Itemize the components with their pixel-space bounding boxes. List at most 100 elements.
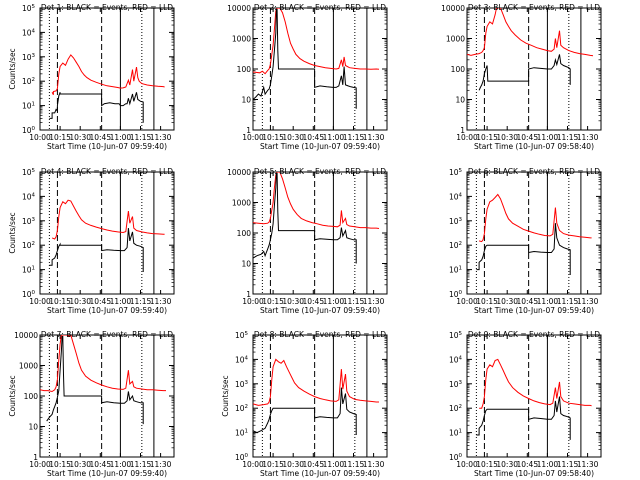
series-line-black bbox=[476, 396, 571, 440]
y-tick-label: 100 bbox=[449, 453, 463, 462]
x-tick-label: 11:30 bbox=[150, 297, 172, 306]
x-tick-label: 10:30 bbox=[69, 297, 91, 306]
series-line-red bbox=[51, 54, 165, 95]
x-tick-label: 10:15 bbox=[49, 460, 71, 469]
x-axis-label: Start Time (10-Jun-07 09:59:40) bbox=[260, 306, 380, 315]
y-tick-label: 103 bbox=[22, 53, 36, 62]
y-tick-label: 10 bbox=[241, 260, 251, 269]
x-tick-label: 10:15 bbox=[49, 297, 71, 306]
chart-title: Det 3: BLACK = Events, RED = LLD bbox=[468, 3, 600, 12]
x-tick-label: 10:30 bbox=[496, 297, 518, 306]
x-tick-label: 11:00 bbox=[537, 460, 559, 469]
chart-title: Det 5: BLACK = Events, RED = LLD bbox=[254, 167, 386, 176]
x-tick-label: 10:00 bbox=[456, 297, 478, 306]
y-tick-label: 104 bbox=[235, 355, 249, 364]
series-line-red bbox=[478, 193, 592, 243]
x-tick-label: 10:15 bbox=[476, 133, 498, 142]
x-tick-label: 11:15 bbox=[130, 133, 152, 142]
x-tick-label: 10:00 bbox=[242, 297, 264, 306]
x-tick-label: 10:30 bbox=[69, 133, 91, 142]
y-tick-label: 1 bbox=[460, 126, 465, 135]
y-tick-label: 100 bbox=[237, 229, 252, 238]
x-tick-label: 11:15 bbox=[343, 133, 365, 142]
series-line-red bbox=[253, 358, 379, 406]
y-tick-label: 102 bbox=[449, 241, 462, 250]
y-tick-label: 1000 bbox=[19, 362, 38, 371]
y-axis-label: Counts/sec bbox=[8, 375, 17, 416]
x-axis-label: Start Time (10-Jun-07 09:59:40) bbox=[260, 469, 380, 478]
y-tick-label: 101 bbox=[22, 102, 35, 111]
x-tick-label: 10:00 bbox=[456, 133, 478, 142]
x-tick-label: 11:15 bbox=[343, 297, 365, 306]
y-tick-label: 102 bbox=[449, 404, 462, 413]
y-tick-label: 102 bbox=[22, 241, 35, 250]
series-line-black bbox=[253, 172, 357, 264]
x-tick-label: 10:30 bbox=[69, 460, 91, 469]
series-line-black bbox=[476, 223, 571, 275]
y-tick-label: 102 bbox=[22, 77, 35, 86]
chart-title: Det 4: BLACK = Events, RED = LLD bbox=[41, 167, 173, 176]
y-tick-label: 10 bbox=[455, 96, 465, 105]
y-tick-label: 104 bbox=[449, 192, 463, 201]
series-line-red bbox=[253, 8, 380, 75]
plot-frame bbox=[466, 334, 602, 458]
y-tick-label: 10000 bbox=[227, 168, 251, 177]
x-tick-label: 11:00 bbox=[323, 297, 345, 306]
chart-title: Det 8: BLACK = Events, RED = LLD bbox=[254, 330, 386, 339]
series-line-black bbox=[253, 387, 357, 435]
x-tick-label: 10:30 bbox=[496, 133, 518, 142]
series-line-black bbox=[46, 335, 144, 425]
x-tick-label: 11:15 bbox=[557, 297, 579, 306]
x-tick-label: 10:45 bbox=[89, 133, 111, 142]
x-axis-label: Start Time (10-Jun-07 09:58:40) bbox=[474, 469, 594, 478]
y-tick-label: 10 bbox=[241, 96, 251, 105]
y-tick-label: 100 bbox=[235, 453, 249, 462]
x-tick-label: 10:30 bbox=[282, 133, 304, 142]
x-tick-label: 10:00 bbox=[456, 460, 478, 469]
series-line-black bbox=[478, 54, 571, 91]
series-line-red bbox=[479, 358, 592, 409]
y-tick-label: 101 bbox=[449, 266, 462, 275]
x-tick-label: 10:15 bbox=[476, 297, 498, 306]
x-tick-label: 11:00 bbox=[537, 297, 559, 306]
y-tick-label: 101 bbox=[235, 429, 248, 438]
x-tick-label: 10:15 bbox=[262, 297, 284, 306]
series-line-red bbox=[51, 199, 165, 240]
x-tick-label: 10:15 bbox=[49, 133, 71, 142]
y-tick-label: 104 bbox=[22, 192, 36, 201]
x-tick-label: 11:00 bbox=[323, 460, 345, 469]
chart-title: Det 9: BLACK = Events, RED = LLD bbox=[468, 330, 600, 339]
x-tick-label: 10:30 bbox=[282, 460, 304, 469]
x-tick-label: 11:30 bbox=[363, 460, 385, 469]
chart-title: Det 6: BLACK = Events, RED = LLD bbox=[468, 167, 600, 176]
x-tick-label: 11:30 bbox=[150, 133, 172, 142]
y-tick-label: 100 bbox=[451, 65, 466, 74]
y-tick-label: 103 bbox=[22, 217, 36, 226]
y-axis-label: Counts/sec bbox=[8, 48, 17, 89]
x-tick-label: 10:45 bbox=[302, 297, 324, 306]
y-tick-label: 1 bbox=[246, 290, 251, 299]
series-line-black bbox=[49, 228, 144, 272]
y-tick-label: 105 bbox=[22, 4, 36, 13]
y-tick-label: 100 bbox=[237, 65, 252, 74]
x-axis-label: Start Time (10-Jun-07 09:59:40) bbox=[47, 306, 167, 315]
x-tick-label: 10:45 bbox=[516, 460, 538, 469]
y-tick-label: 1 bbox=[246, 126, 251, 135]
x-tick-label: 10:00 bbox=[29, 297, 51, 306]
y-tick-label: 10000 bbox=[441, 4, 465, 13]
x-tick-label: 11:00 bbox=[110, 460, 132, 469]
y-tick-label: 100 bbox=[449, 290, 463, 299]
x-tick-label: 11:00 bbox=[110, 297, 132, 306]
y-tick-label: 104 bbox=[22, 28, 36, 37]
x-tick-label: 11:30 bbox=[363, 133, 385, 142]
series-line-black bbox=[253, 8, 357, 109]
y-tick-label: 105 bbox=[235, 331, 249, 340]
y-axis-label: Counts/sec bbox=[8, 212, 17, 253]
y-tick-label: 103 bbox=[235, 380, 249, 389]
